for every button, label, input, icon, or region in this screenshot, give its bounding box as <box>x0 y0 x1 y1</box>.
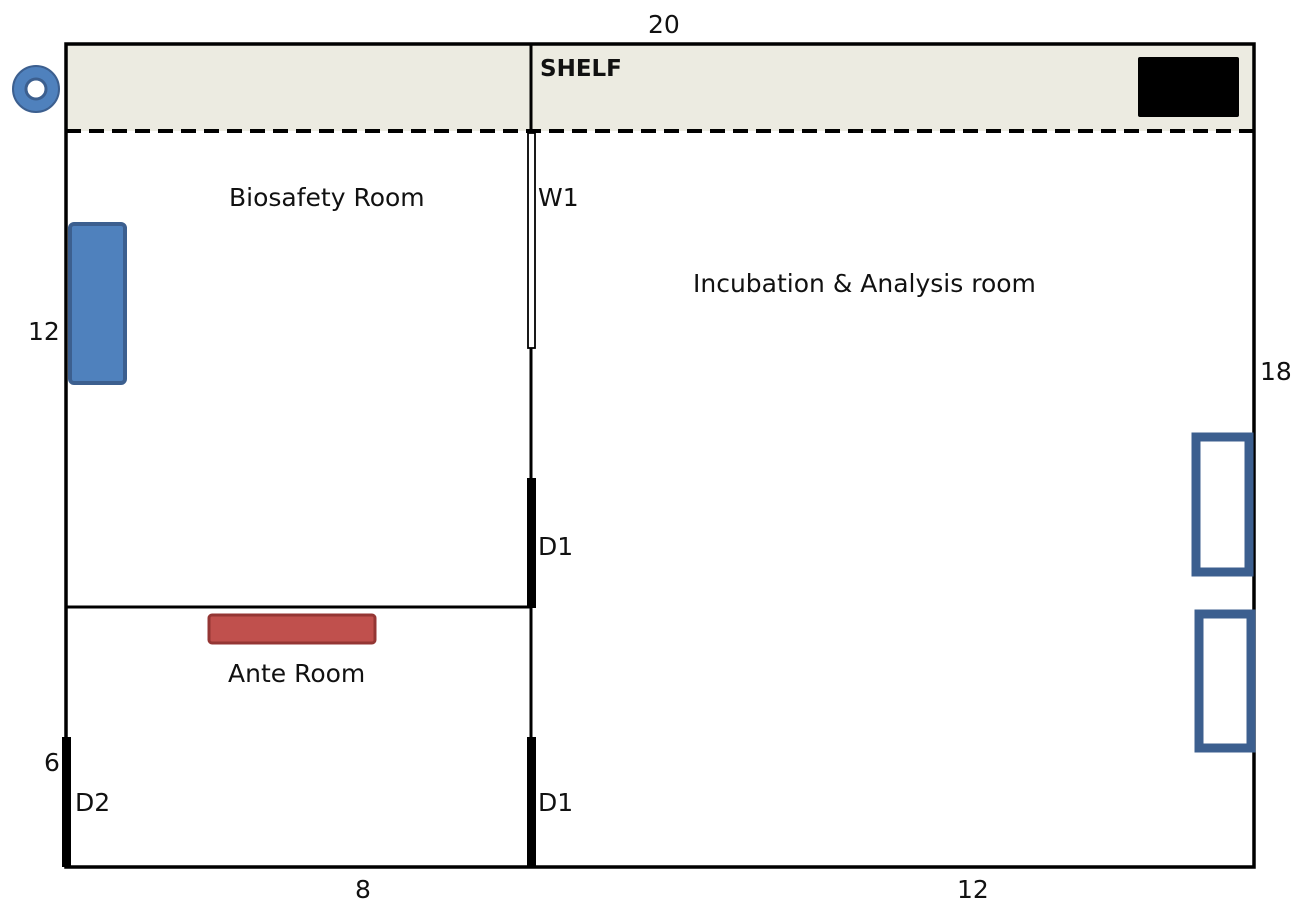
door-d1-lower <box>527 737 536 867</box>
biosafety-room-label: Biosafety Room <box>229 183 425 212</box>
door-d1-lower-label: D1 <box>538 788 573 817</box>
dimension-top: 20 <box>648 10 680 39</box>
ante-room-label: Ante Room <box>228 659 365 688</box>
door-d2 <box>62 737 71 867</box>
dimension-bottom-left: 8 <box>355 875 371 904</box>
ante-room-bench <box>207 613 377 645</box>
door-d2-label: D2 <box>75 788 110 817</box>
window-w1-label: W1 <box>538 183 579 212</box>
incubator-unit-2 <box>1194 609 1256 753</box>
ring-fixture-inner <box>24 77 48 101</box>
incubation-room-label: Incubation & Analysis room <box>693 269 1036 298</box>
incubator-unit-1 <box>1191 432 1254 577</box>
shelf-label: SHELF <box>540 56 622 82</box>
black-equipment <box>1138 57 1239 117</box>
door-d1-upper-label: D1 <box>538 532 573 561</box>
dimension-left-lower: 6 <box>44 748 60 777</box>
window-w1 <box>527 132 536 349</box>
biosafety-cabinet <box>68 222 127 385</box>
shelf-area <box>66 44 1254 131</box>
dimension-left-upper: 12 <box>28 317 60 346</box>
dimension-right: 18 <box>1260 357 1292 386</box>
outer-wall <box>64 42 1256 869</box>
dimension-bottom-right: 12 <box>957 875 989 904</box>
door-d1-upper <box>527 478 536 608</box>
